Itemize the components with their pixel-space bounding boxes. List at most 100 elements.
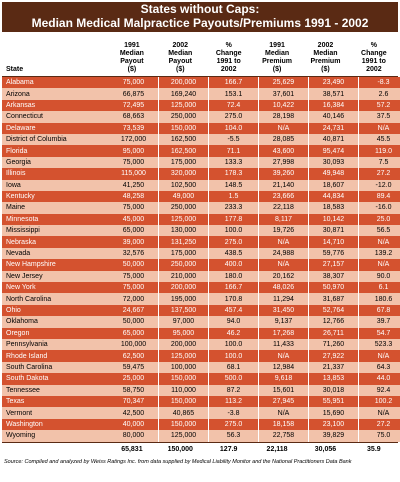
value-cell: 175,000 xyxy=(159,248,209,259)
value-cell: N/A xyxy=(259,350,309,361)
value-cell: 37,601 xyxy=(259,88,309,99)
value-cell: 21,140 xyxy=(259,180,309,191)
value-cell: 59,475 xyxy=(109,362,159,373)
value-cell: 100,000 xyxy=(109,339,159,350)
state-cell: Alabama xyxy=(2,77,109,88)
value-cell: 30,018 xyxy=(309,385,359,396)
value-cell: 38,307 xyxy=(309,271,359,282)
value-cell: 50,000 xyxy=(109,259,159,270)
value-cell: 31,687 xyxy=(309,293,359,304)
value-cell: 438.5 xyxy=(209,248,259,259)
value-cell: -8.3 xyxy=(359,77,400,88)
state-cell: Iowa xyxy=(2,180,109,191)
value-cell: 72.4 xyxy=(209,100,259,111)
value-cell: 9,618 xyxy=(259,373,309,384)
state-cell: Arkansas xyxy=(2,100,109,111)
value-cell: 75,000 xyxy=(109,282,159,293)
value-cell: 148.5 xyxy=(209,180,259,191)
value-cell: N/A xyxy=(359,350,400,361)
value-cell: 100.0 xyxy=(209,225,259,236)
value-cell: 52,764 xyxy=(309,305,359,316)
state-cell: Illinois xyxy=(2,168,109,179)
state-cell: Delaware xyxy=(2,123,109,134)
column-header-line: Median xyxy=(108,50,156,58)
value-cell: 66,875 xyxy=(109,88,159,99)
column-header-line: Premium xyxy=(253,58,301,66)
value-cell: 39,260 xyxy=(259,168,309,179)
state-cell: Oregon xyxy=(2,328,109,339)
value-cell: 43,600 xyxy=(259,145,309,156)
value-cell: 44.0 xyxy=(359,373,400,384)
value-cell: -5.5 xyxy=(209,134,259,145)
column-header-line: Median xyxy=(301,50,349,58)
value-cell: 250,000 xyxy=(159,202,209,213)
value-cell: 30,871 xyxy=(309,225,359,236)
value-cell: 48,258 xyxy=(109,191,159,202)
value-cell: N/A xyxy=(259,259,309,270)
state-cell: Florida xyxy=(2,145,109,156)
value-cell: 28,085 xyxy=(259,134,309,145)
value-cell: 75,000 xyxy=(109,202,159,213)
value-cell: 95,000 xyxy=(109,145,159,156)
value-cell: 100.2 xyxy=(359,396,400,407)
value-cell: 11,294 xyxy=(259,293,309,304)
state-cell: Tennessee xyxy=(2,385,109,396)
state-cell: Minnesota xyxy=(2,214,109,225)
title-bar: States without Caps: Median Medical Malp… xyxy=(2,2,398,32)
state-cell: Rhode Island xyxy=(2,350,109,361)
value-cell: 89.4 xyxy=(359,191,400,202)
state-cell: Oklahoma xyxy=(2,316,109,327)
source-note: Source: Compiled and analyzed by Weiss R… xyxy=(4,459,396,466)
value-cell: 104.0 xyxy=(209,123,259,134)
value-cell: N/A xyxy=(259,123,309,134)
value-cell: 10,142 xyxy=(309,214,359,225)
value-cell: 49,000 xyxy=(159,191,209,202)
value-cell: 100.0 xyxy=(209,339,259,350)
column-header-line: 2002 xyxy=(350,66,398,74)
state-cell: Washington xyxy=(2,419,109,430)
column-header-line: 1991 to xyxy=(350,58,398,66)
value-cell: 153.1 xyxy=(209,88,259,99)
value-cell: 166.7 xyxy=(209,77,259,88)
value-cell: 320,000 xyxy=(159,168,209,179)
value-cell: 32,576 xyxy=(109,248,159,259)
value-cell: 275.0 xyxy=(209,236,259,247)
value-cell: 42,500 xyxy=(109,407,159,418)
value-cell: 115,000 xyxy=(109,168,159,179)
value-cell: 40,146 xyxy=(309,111,359,122)
state-cell: Arizona xyxy=(2,88,109,99)
value-cell: 25,629 xyxy=(259,77,309,88)
value-cell: 27,922 xyxy=(309,350,359,361)
column-header-line: Payout xyxy=(156,58,204,66)
total-cell: 35.9 xyxy=(350,446,398,453)
value-cell: 14,710 xyxy=(309,236,359,247)
value-cell: 457.4 xyxy=(209,305,259,316)
value-cell: 38,571 xyxy=(309,88,359,99)
value-cell: -16.0 xyxy=(359,202,400,213)
value-cell: 56.3 xyxy=(209,430,259,441)
column-header-line: 1991 xyxy=(108,42,156,50)
value-cell: 12,984 xyxy=(259,362,309,373)
value-cell: 125,000 xyxy=(159,350,209,361)
value-cell: 22,118 xyxy=(259,202,309,213)
value-cell: 233.3 xyxy=(209,202,259,213)
value-cell: 75,000 xyxy=(109,271,159,282)
state-cell: District of Columbia xyxy=(2,134,109,145)
